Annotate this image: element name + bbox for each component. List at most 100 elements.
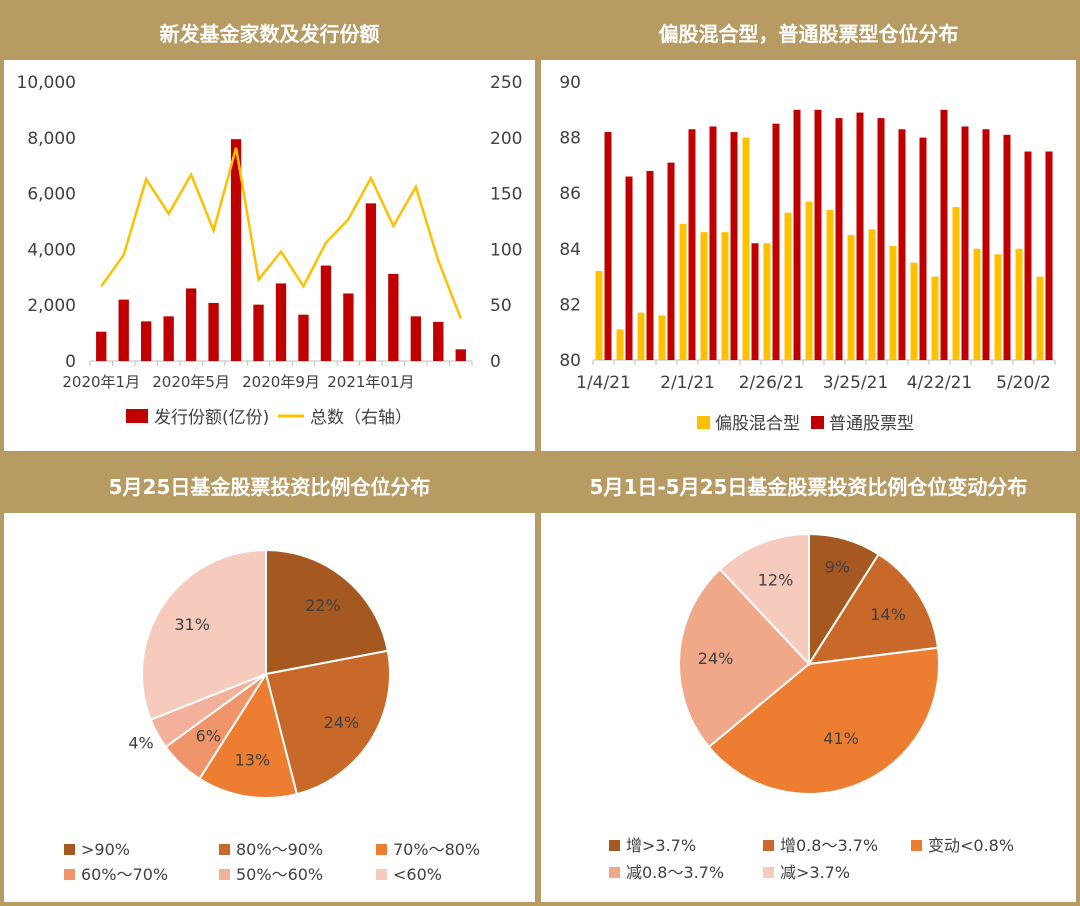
legend-label: 偏股混合型	[715, 414, 800, 434]
bar	[96, 331, 107, 361]
y-tick-label: 88	[559, 129, 581, 149]
x-tick-label: 3/25/21	[823, 373, 889, 393]
legend-swatch-bar	[126, 409, 148, 423]
legend-swatch	[376, 869, 387, 880]
bar	[784, 212, 792, 360]
bar	[973, 248, 981, 360]
bar	[667, 162, 675, 360]
bar	[982, 129, 990, 360]
bar	[835, 118, 843, 360]
y-right-tick-label: 250	[490, 73, 522, 93]
legend-label: 减>3.7%	[780, 863, 850, 882]
legend-swatch	[219, 869, 230, 880]
x-tick-label: 2/1/21	[660, 373, 715, 393]
bar	[433, 321, 444, 361]
bar	[814, 109, 822, 360]
bar	[826, 209, 834, 360]
bar	[1045, 151, 1053, 360]
y-left-tick-label: 8,000	[27, 129, 76, 149]
legend-label: 80%～90%	[236, 840, 323, 859]
bar	[141, 321, 152, 361]
legend-label: 发行份额(亿份)	[154, 408, 269, 428]
bar	[709, 126, 717, 360]
bar	[994, 254, 1002, 360]
pie-slice	[265, 548, 389, 676]
pie-data-label: 41%	[823, 729, 859, 748]
y-right-tick-label: 200	[490, 129, 522, 149]
x-tick-label: 1/4/21	[576, 373, 631, 393]
panel-title: 5月1日-5月25日基金股票投资比例仓位变动分布	[541, 457, 1076, 513]
legend-swatch	[609, 840, 620, 851]
bar	[388, 273, 399, 361]
x-tick-label: 5/20/2	[996, 373, 1051, 393]
y-left-tick-label: 6,000	[27, 185, 76, 205]
panel-title: 偏股混合型，普通股票型仓位分布	[541, 4, 1076, 60]
bar	[772, 123, 780, 360]
legend-swatch	[763, 840, 774, 851]
pie-data-label: 31%	[174, 615, 210, 634]
bar	[889, 246, 897, 360]
bar	[742, 137, 750, 360]
bar	[163, 316, 174, 361]
pie-data-label: 24%	[698, 649, 734, 668]
legend-label: 减0.8～3.7%	[626, 863, 724, 882]
bar	[604, 132, 612, 360]
y-left-tick-label: 4,000	[27, 240, 76, 260]
legend-label: 60%～70%	[81, 865, 168, 884]
bar	[365, 203, 377, 361]
x-tick-label: 2021年01月	[327, 373, 414, 391]
legend-swatch	[219, 844, 230, 855]
bar	[185, 288, 197, 361]
bar	[1015, 248, 1023, 360]
pie-data-label: 4%	[128, 734, 153, 753]
bar	[1024, 151, 1032, 360]
bar	[931, 276, 939, 360]
pie-slice	[678, 567, 811, 749]
panel-title: 5月25日基金股票投资比例仓位分布	[4, 457, 535, 513]
bar	[455, 349, 466, 361]
line-series	[100, 147, 462, 320]
x-tick-label: 2/26/21	[739, 373, 805, 393]
pie-data-label: 22%	[305, 596, 341, 615]
legend-swatch	[609, 867, 620, 878]
x-tick-label: 2020年1月	[62, 373, 140, 391]
bar	[658, 315, 666, 360]
y-left-tick-label: 0	[65, 352, 76, 372]
bar	[625, 176, 633, 360]
bar	[763, 243, 771, 360]
bar	[919, 137, 927, 360]
bar	[730, 132, 738, 360]
bar	[253, 304, 264, 361]
legend-swatch	[911, 840, 922, 851]
pie-chart-changes: 9% 14% 41% 24% 12% 增>3.7% 增0.8～3.7% 变动<0.8% 减0.8…	[609, 532, 1014, 882]
bar	[410, 316, 421, 361]
x-tick-label: 2020年9月	[242, 373, 320, 391]
bar	[230, 139, 242, 361]
legend-swatch	[811, 416, 824, 429]
y-tick-label: 84	[559, 240, 581, 260]
bar	[616, 329, 624, 360]
bar	[298, 314, 309, 361]
pie-data-label: 13%	[235, 751, 271, 770]
bar	[688, 129, 696, 360]
bar	[868, 229, 876, 360]
pie-chart-positions: 22% 24% 13% 6% 4% 31% >90% 80%～90% 70%～80% 60%～70…	[64, 548, 480, 884]
legend-label: 50%～60%	[236, 865, 323, 884]
y-tick-label: 86	[559, 184, 581, 204]
legend-label: >90%	[81, 840, 130, 859]
legend-label: 总数（右轴）	[310, 408, 412, 428]
legend-swatch	[697, 416, 710, 429]
pie-data-label: 12%	[758, 570, 794, 589]
bar	[320, 265, 332, 361]
bar	[751, 243, 759, 360]
pie-slice	[807, 552, 940, 666]
panel-title: 新发基金家数及发行份额	[4, 4, 535, 60]
bar	[847, 234, 855, 360]
panel-pie-change: 5月1日-5月25日基金股票投资比例仓位变动分布 9% 14% 41% 24% 12% 增…	[541, 457, 1076, 902]
y-right-tick-label: 50	[490, 296, 512, 316]
pie-data-label: 6%	[196, 726, 221, 745]
pie-slice	[707, 646, 940, 795]
pie-slice	[141, 548, 267, 721]
bar	[343, 293, 354, 361]
